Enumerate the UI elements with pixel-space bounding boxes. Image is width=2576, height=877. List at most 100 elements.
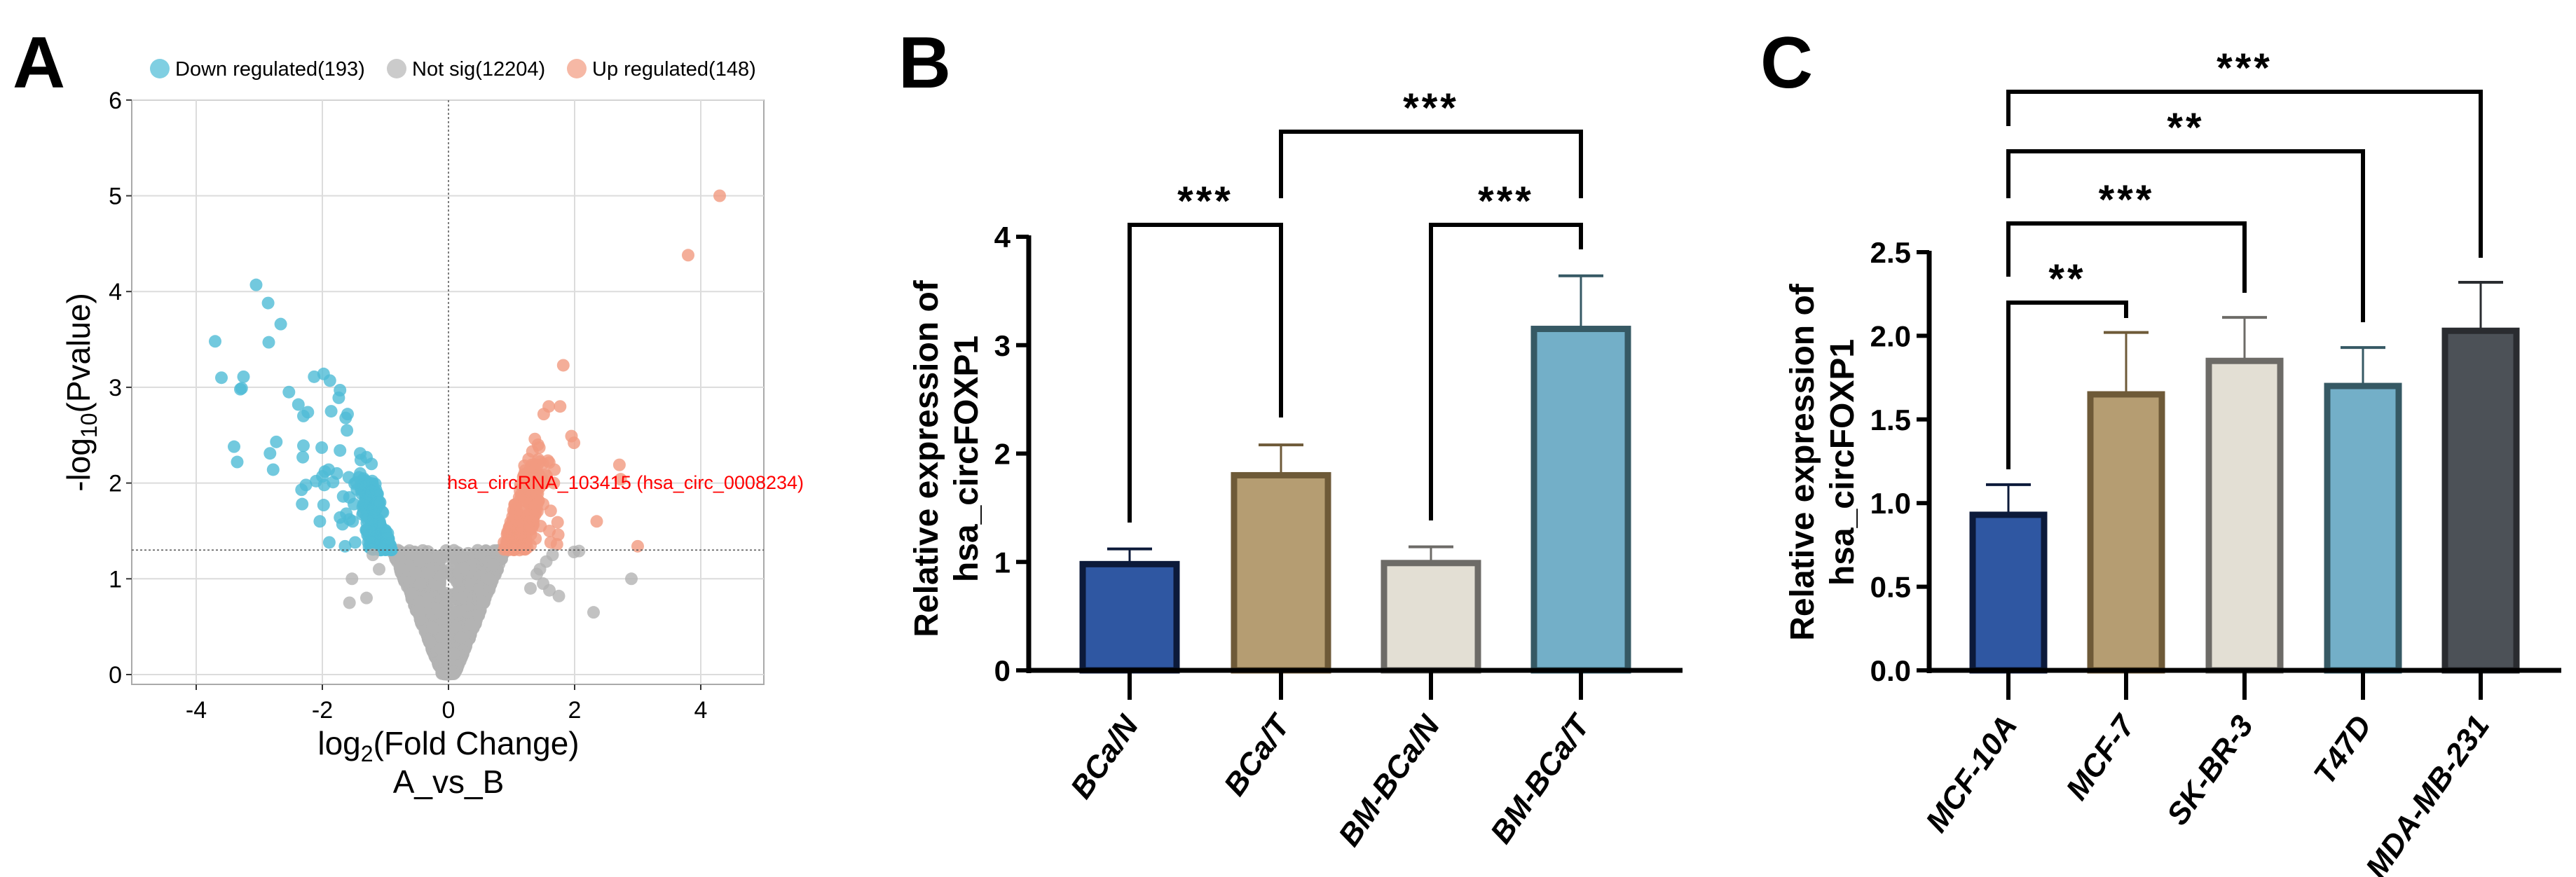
y-axis-title-line1: Relative expression of: [908, 279, 945, 637]
point-not-sig: [435, 631, 448, 644]
significance-stars: ***: [2217, 46, 2273, 91]
point-up: [590, 515, 603, 528]
y-tick-label: 2: [109, 471, 122, 497]
x-tick-label: BCa/T: [1217, 707, 1298, 802]
significance-stars: **: [2048, 256, 2085, 302]
panel-letter-b: B: [898, 22, 951, 104]
point-down: [231, 455, 244, 469]
y-tick-label: 1: [994, 546, 1010, 579]
point-up: [508, 534, 521, 548]
point-not-sig: [409, 566, 423, 579]
point-not-sig: [455, 591, 468, 604]
point-up: [631, 539, 644, 553]
point-up: [551, 516, 564, 529]
panel-letter-c: C: [1760, 22, 1813, 104]
point-up: [682, 249, 694, 262]
point-up: [512, 491, 526, 504]
point-down: [341, 424, 354, 437]
y-tick-label: 1.0: [1870, 487, 1911, 520]
point-down: [295, 483, 308, 497]
x-tick-label: -2: [312, 697, 333, 724]
y-axis-title-rest: (Pvalue): [60, 293, 97, 413]
point-not-sig: [482, 572, 495, 586]
bar-bca-n: [1079, 560, 1180, 674]
point-down: [342, 471, 355, 484]
point-down: [373, 515, 385, 528]
gridlines: [132, 99, 764, 684]
point-up: [537, 476, 551, 490]
point-up: [548, 463, 561, 476]
point-down: [249, 278, 263, 291]
y-tick-label: 5: [109, 184, 122, 210]
point-down: [324, 405, 338, 418]
y-tick-label: 4: [994, 221, 1011, 254]
point-not-sig: [486, 558, 500, 572]
y-tick-label: 0.0: [1870, 654, 1911, 687]
panel-letter-a: A: [13, 22, 65, 104]
point-not-sig: [530, 567, 543, 581]
x-tick-label: BCa/N: [1064, 709, 1146, 805]
point-not-sig: [434, 642, 447, 656]
point-down: [336, 518, 349, 531]
point-not-sig: [446, 666, 459, 679]
y-tick-label: 2.0: [1870, 319, 1911, 352]
point-up: [544, 504, 557, 518]
point-up: [547, 476, 561, 490]
point-down: [323, 374, 336, 387]
annotation-label: hsa_circRNA_103415 (hsa_circ_0008234): [447, 472, 804, 493]
point-down: [263, 447, 277, 460]
axis-ticks: -4 -2 0 2 4 0 1 2 3 4 5 6: [109, 88, 707, 724]
point-down: [317, 478, 331, 492]
x-tick-label: MDA-MB-231: [2359, 710, 2496, 877]
legend: Down regulated(193) Not sig(12204) Up re…: [150, 58, 756, 81]
x-axis-title-subscript: 2: [361, 741, 374, 766]
y-tick-label: 1: [109, 566, 122, 593]
point-not-sig: [413, 577, 427, 591]
point-down: [296, 497, 309, 511]
y-tick-label: 3: [109, 375, 122, 401]
significance-bracket: [1279, 130, 1583, 198]
x-tick-label: BM-BCa/N: [1332, 709, 1447, 852]
point-not-sig: [552, 589, 566, 602]
point-down: [376, 505, 389, 518]
bar-chart-b: Relative expression of hsa_circFOXP1 0 1 2…: [908, 85, 1683, 852]
point-down: [369, 483, 383, 497]
point-down: [339, 411, 352, 424]
x-axis-subtitle: A_vs_B: [393, 764, 505, 800]
significance-bracket: [2006, 221, 2247, 293]
point-down: [374, 539, 387, 552]
bar-mcf-10a: [1969, 511, 2048, 674]
y-tick-label: 6: [109, 88, 122, 114]
significance-stars: **: [2167, 105, 2204, 151]
y-tick-label: 4: [109, 279, 122, 305]
point-up: [551, 528, 565, 541]
point-not-sig: [434, 569, 448, 583]
significance-bracket: [2006, 90, 2483, 258]
point-not-sig: [454, 630, 467, 644]
y-tick-label: 0: [994, 654, 1010, 687]
point-down: [270, 435, 283, 448]
y-axis-title-line2: hsa_circFOXP1: [948, 336, 985, 582]
bar-bca-t: [1231, 471, 1331, 674]
scatter-points: [209, 189, 726, 681]
bar-t47d: [2324, 382, 2402, 674]
point-down: [292, 398, 305, 411]
point-not-sig: [573, 544, 586, 558]
point-not-sig: [587, 606, 600, 619]
point-not-sig: [458, 561, 471, 574]
significance-bracket: [2006, 149, 2365, 322]
point-not-sig: [366, 548, 379, 562]
point-up: [524, 539, 537, 552]
legend-label-up: Up regulated(148): [592, 58, 756, 81]
y-tick-label: 0: [109, 662, 122, 689]
point-down: [266, 463, 280, 476]
point-up: [521, 520, 534, 533]
point-down: [315, 441, 329, 455]
y-axis-title-subscript: 10: [76, 413, 102, 438]
point-up: [508, 505, 521, 518]
significance-bracket: [1429, 223, 1583, 520]
x-tick-label: 4: [694, 697, 708, 724]
point-not-sig: [426, 621, 439, 635]
point-down: [317, 499, 330, 512]
